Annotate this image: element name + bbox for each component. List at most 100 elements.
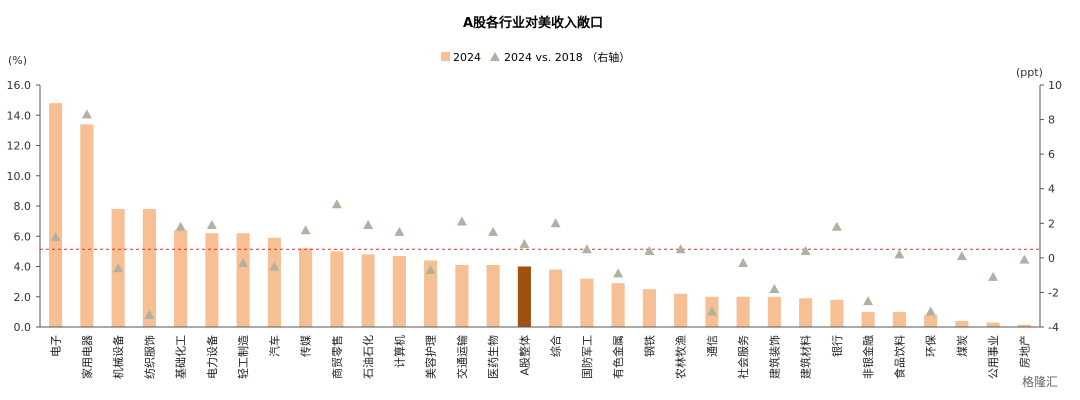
left-tick-label: 4.0: [14, 261, 32, 274]
bar: [174, 230, 188, 327]
bar: [236, 233, 250, 327]
bar: [799, 298, 813, 327]
category-label: 轻工制造: [236, 335, 250, 379]
marker-point: [800, 245, 811, 255]
marker-point: [738, 258, 749, 268]
right-tick-label: 6: [1048, 148, 1055, 161]
bar: [80, 124, 94, 327]
bar: [142, 209, 156, 327]
marker-point: [113, 263, 124, 273]
category-label: 食品饮料: [892, 335, 906, 379]
bar: [580, 278, 594, 327]
right-tick-label: 10: [1048, 79, 1062, 92]
category-label: 计算机: [392, 335, 406, 368]
category-label: 银行: [830, 335, 844, 357]
legend-marker-swatch: [490, 52, 500, 61]
category-label: 机械设备: [111, 335, 125, 379]
category-label: 建筑装饰: [767, 335, 781, 379]
marker-point: [581, 244, 592, 254]
left-tick-label: 16.0: [7, 79, 32, 92]
bar: [892, 311, 906, 327]
category-label: 钢铁: [643, 335, 656, 357]
category-label: 传媒: [300, 335, 313, 357]
bar: [924, 314, 938, 327]
right-tick-label: -4: [1048, 321, 1059, 334]
marker-point: [81, 109, 92, 119]
left-tick-label: 0.0: [14, 321, 32, 334]
category-label: 综合: [549, 335, 563, 357]
bar: [986, 322, 1000, 327]
category-label: 交通运输: [455, 335, 469, 379]
left-tick-label: 12.0: [7, 140, 32, 153]
left-tick-label: 14.0: [7, 109, 32, 122]
bar: [392, 255, 406, 327]
category-label: 电力设备: [205, 335, 219, 379]
bar: [767, 296, 781, 327]
marker-point: [488, 226, 499, 236]
bar: [299, 248, 313, 327]
right-tick-label: 0: [1048, 252, 1055, 265]
category-label: 非银金融: [861, 335, 875, 379]
bar: [674, 293, 688, 327]
marker-point: [1019, 254, 1030, 264]
marker-point: [269, 261, 280, 271]
marker-point: [706, 306, 717, 316]
marker-point: [769, 283, 780, 293]
marker-point: [238, 258, 249, 268]
bar: [361, 254, 375, 327]
category-label: 美容护理: [424, 335, 438, 379]
bar: [49, 103, 63, 328]
bar: [1017, 324, 1031, 327]
category-label: 公用事业: [987, 335, 1000, 379]
category-label: 环保: [924, 335, 938, 357]
category-label: 基础化工: [174, 335, 188, 379]
watermark: 格隆汇: [1022, 374, 1058, 389]
legend: 2024 2024 vs. 2018 （右轴）: [441, 50, 630, 64]
category-label: A股整体: [517, 335, 531, 376]
category-label: 通信: [706, 335, 719, 357]
marker-point: [363, 220, 374, 230]
marker-point: [988, 271, 999, 281]
marker-point: [613, 268, 624, 278]
marker-point: [894, 249, 905, 259]
right-tick-label: 2: [1048, 217, 1055, 230]
right-axis: -4 -2 0 2 4 6 8 10: [1040, 79, 1062, 334]
marker-point: [300, 225, 311, 235]
right-tick-label: 8: [1048, 114, 1055, 127]
marker-point: [831, 221, 842, 231]
marker-point: [675, 244, 686, 254]
marker-point: [863, 296, 874, 306]
left-tick-label: 2.0: [14, 291, 32, 304]
marker-point: [456, 216, 467, 226]
bar: [455, 264, 469, 327]
category-label: 有色金属: [611, 335, 625, 379]
right-axis-unit: (ppt): [1016, 66, 1043, 79]
bar: [267, 237, 281, 327]
bar: [861, 311, 875, 327]
marker-point: [925, 306, 936, 316]
right-tick-label: 4: [1048, 183, 1055, 196]
marker-point: [956, 251, 967, 261]
category-label: 石油石化: [361, 335, 375, 379]
bar: [517, 266, 531, 327]
category-label: 建筑材料: [799, 335, 813, 379]
category-labels: 电子 家用电器 机械设备 纺织服饰 基础化工 电力设备 轻工制造 汽车 传媒 商贸零售 石油石化 计算…: [50, 335, 1032, 379]
bar: [736, 296, 750, 327]
bar: [205, 233, 219, 327]
category-label: 医药生物: [486, 335, 500, 379]
marker-point: [519, 239, 530, 249]
marker-point: [144, 309, 155, 319]
right-tick-label: -2: [1048, 286, 1059, 299]
bar: [830, 299, 844, 327]
legend-marker-label: 2024 vs. 2018 （右轴）: [504, 50, 630, 64]
marker-point: [394, 226, 405, 236]
left-tick-label: 6.0: [14, 230, 32, 243]
category-label: 农林牧渔: [674, 335, 688, 379]
left-axis-unit: (%): [8, 54, 27, 67]
category-label: 家用电器: [80, 335, 94, 379]
bar: [424, 260, 438, 327]
category-label: 纺织服饰: [142, 335, 156, 379]
legend-bar-swatch: [441, 52, 450, 61]
category-label: 房地产: [1017, 335, 1031, 368]
